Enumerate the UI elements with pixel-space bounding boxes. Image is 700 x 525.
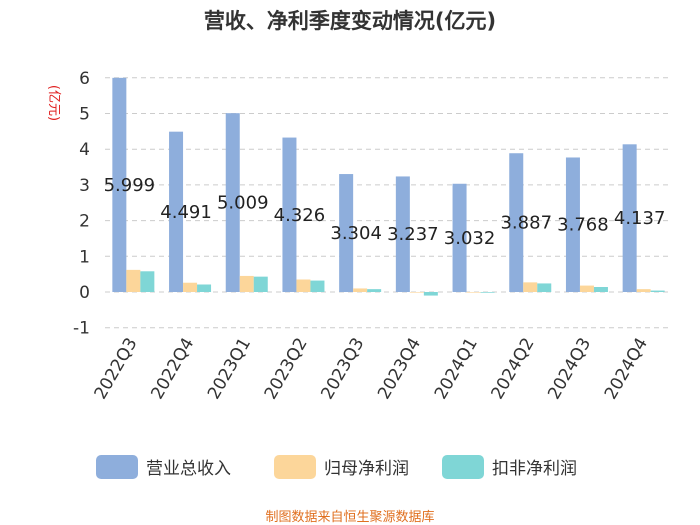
x-tick-label: 2024Q1 (431, 335, 482, 403)
bar-series-1 (112, 77, 127, 293)
legend-swatch (96, 455, 138, 479)
source-note: 制图数据来自恒生聚源数据库 (265, 509, 434, 525)
x-tick-label: 2022Q3 (91, 335, 142, 403)
x-tick-label: 2023Q4 (374, 335, 425, 403)
y-tick-label: 3 (79, 176, 90, 196)
bar-series-2 (636, 289, 651, 292)
y-axis-ticks: -1 0 1 2 3 4 5 6 (73, 69, 90, 339)
legend-swatch (274, 455, 316, 479)
x-tick-label: 2023Q1 (204, 335, 255, 403)
bar-series-2 (183, 282, 198, 292)
bar-series-2 (466, 292, 481, 293)
bar-series-2 (126, 269, 141, 292)
legend-swatch (442, 455, 484, 479)
bars (112, 77, 665, 296)
bar-series-3 (480, 292, 495, 293)
bar-series-2 (353, 288, 368, 292)
data-label: 3.032 (444, 228, 496, 249)
x-tick-label: 2024Q2 (488, 335, 539, 403)
bar-series-1 (339, 174, 354, 292)
y-tick-label: 4 (79, 140, 90, 160)
bar-series-3 (537, 283, 552, 292)
x-tick-label: 2024Q4 (601, 335, 652, 403)
y-tick-label: 0 (79, 283, 90, 303)
bar-series-3 (367, 289, 382, 292)
bar-series-1 (509, 153, 524, 292)
x-tick-label: 2022Q4 (147, 335, 198, 403)
y-tick-label: 1 (79, 247, 90, 267)
bar-series-3 (310, 280, 325, 292)
data-label: 3.304 (330, 223, 382, 244)
data-label: 4.137 (614, 208, 666, 229)
x-tick-label: 2024Q3 (544, 335, 595, 403)
legend-label: 营业总收入 (146, 459, 231, 479)
bar-series-1 (225, 113, 240, 292)
legend-label: 归母净利润 (324, 459, 409, 479)
bar-series-1 (622, 144, 637, 292)
data-label: 4.491 (160, 202, 212, 223)
data-label: 5.999 (104, 175, 156, 196)
bar-series-1 (395, 176, 410, 292)
bar-series-3 (140, 271, 155, 292)
data-label: 4.326 (274, 205, 326, 226)
y-tick-label: 5 (79, 105, 90, 125)
bar-series-2 (239, 275, 254, 292)
bar-series-3 (197, 284, 212, 292)
legend: 营业总收入 归母净利润 扣非净利润 (96, 455, 577, 479)
x-axis-ticks: 2022Q3 2022Q4 2023Q1 2023Q2 2023Q3 2023Q4 2024… (91, 335, 652, 403)
bar-series-1 (282, 137, 297, 292)
data-label: 5.009 (217, 193, 269, 214)
y-axis-label: (亿元) (46, 85, 61, 121)
bar-series-2 (296, 279, 311, 292)
bar-series-2 (579, 285, 594, 292)
data-label: 3.768 (557, 215, 609, 236)
bar-series-2 (523, 282, 538, 292)
bar-series-1 (452, 183, 467, 292)
y-tick-label: 6 (79, 69, 90, 89)
x-tick-label: 2023Q2 (261, 335, 312, 403)
bar-series-3 (423, 292, 438, 296)
y-tick-label: -1 (73, 319, 90, 339)
chart-title: 营收、净利季度变动情况(亿元) (204, 9, 496, 33)
bar-series-3 (650, 290, 665, 292)
bar-series-3 (253, 276, 268, 292)
bar-series-1 (169, 131, 184, 292)
x-tick-label: 2023Q3 (317, 335, 368, 403)
bar-series-1 (565, 157, 580, 292)
data-label: 3.237 (387, 224, 439, 245)
bar-series-3 (593, 287, 608, 292)
data-label: 3.887 (500, 213, 552, 234)
legend-label: 扣非净利润 (492, 459, 577, 479)
bar-series-2 (409, 292, 424, 293)
y-tick-label: 2 (79, 212, 90, 232)
